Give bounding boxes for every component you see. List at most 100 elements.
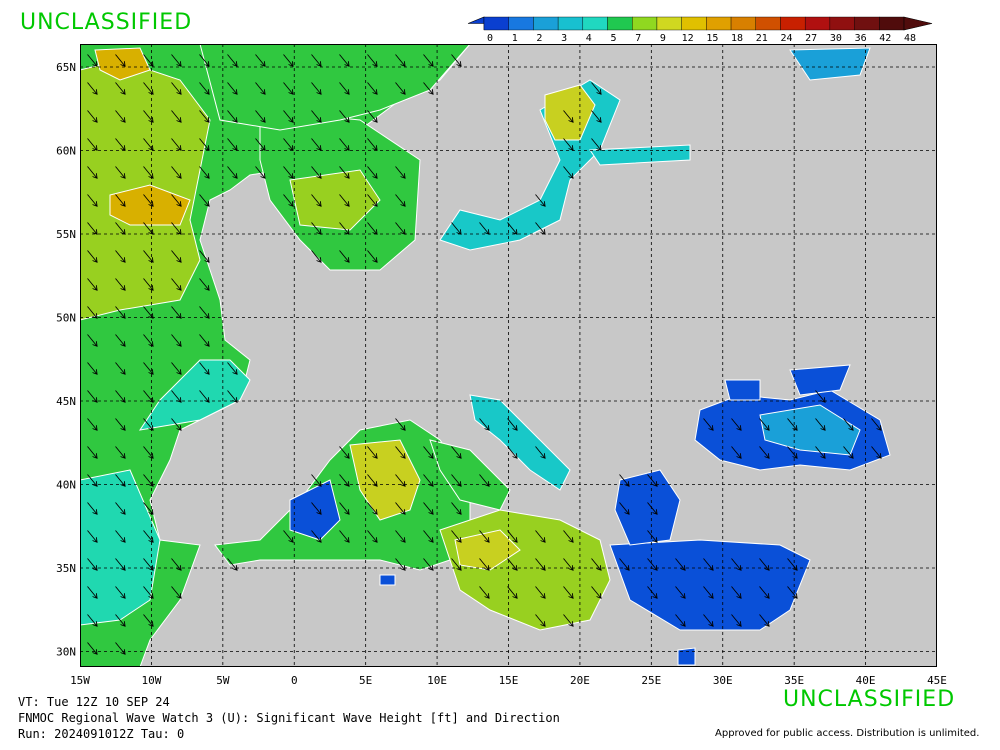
classification-banner-bottom: UNCLASSIFIED bbox=[783, 687, 956, 712]
atlantic-south-zone bbox=[80, 469, 161, 626]
wave-direction-arrow bbox=[367, 138, 377, 150]
wave-direction-arrow bbox=[143, 362, 153, 374]
wave-direction-arrow bbox=[367, 194, 377, 206]
wave-direction-arrow bbox=[367, 474, 377, 486]
wave-direction-arrow bbox=[115, 250, 125, 262]
valid-time-label: VT: Tue 12Z 10 SEP 24 bbox=[18, 695, 170, 709]
wave-direction-arrow bbox=[339, 138, 349, 150]
wave-direction-arrow bbox=[311, 250, 321, 262]
wave-direction-arrow bbox=[171, 278, 181, 290]
mediterranean-west-low bbox=[289, 479, 341, 541]
mediterranean-west-high bbox=[349, 439, 421, 521]
wave-direction-arrow bbox=[199, 390, 209, 402]
colorbar-tick-label: 1 bbox=[512, 33, 518, 44]
wave-direction-arrow bbox=[395, 222, 405, 234]
wave-direction-arrow bbox=[199, 138, 209, 150]
colorbar-tick-label: 42 bbox=[879, 33, 891, 44]
wave-direction-arrow bbox=[143, 614, 153, 626]
wave-direction-arrow bbox=[115, 138, 125, 150]
wave-direction-arrow bbox=[115, 418, 125, 430]
longitude-label: 35E bbox=[784, 674, 804, 687]
map-frame bbox=[80, 44, 937, 667]
wave-direction-arrow bbox=[227, 110, 237, 122]
wave-direction-arrow bbox=[143, 502, 153, 514]
longitude-label: 10E bbox=[427, 674, 447, 687]
wave-direction-arrow bbox=[675, 558, 685, 570]
wave-direction-arrow bbox=[563, 586, 573, 598]
wave-direction-arrow bbox=[171, 194, 181, 206]
wave-direction-arrow bbox=[535, 222, 545, 234]
wave-direction-arrow bbox=[143, 446, 153, 458]
wave-direction-arrows bbox=[87, 54, 881, 654]
wave-direction-arrow bbox=[115, 222, 125, 234]
colorbar-tick-label: 12 bbox=[682, 33, 694, 44]
wave-direction-arrow bbox=[535, 614, 545, 626]
wave-direction-arrow bbox=[311, 222, 321, 234]
wave-direction-arrow bbox=[451, 222, 461, 234]
wave-direction-arrow bbox=[227, 558, 237, 570]
wave-direction-arrow bbox=[563, 166, 573, 178]
wave-direction-arrow bbox=[395, 54, 405, 66]
wave-direction-arrow bbox=[115, 586, 125, 598]
wave-direction-arrow bbox=[339, 166, 349, 178]
colorbar-tick-label: 7 bbox=[635, 33, 641, 44]
wave-direction-arrow bbox=[199, 362, 209, 374]
wave-direction-arrow bbox=[199, 54, 209, 66]
wave-direction-arrow bbox=[479, 530, 489, 542]
wave-direction-arrow bbox=[619, 474, 629, 486]
latitude-label: 50N bbox=[56, 312, 76, 325]
wave-direction-arrow bbox=[115, 166, 125, 178]
colorbar-tick-label: 15 bbox=[706, 33, 718, 44]
latitude-label: 55N bbox=[56, 228, 76, 241]
wave-direction-arrow bbox=[283, 166, 293, 178]
wave-direction-arrow bbox=[591, 138, 601, 150]
wave-direction-arrow bbox=[115, 474, 125, 486]
wave-direction-arrow bbox=[647, 502, 657, 514]
distribution-statement: Approved for public access. Distribution… bbox=[715, 728, 980, 739]
wave-direction-arrow bbox=[815, 446, 825, 458]
wave-direction-arrow bbox=[507, 222, 517, 234]
wave-direction-arrow bbox=[143, 586, 153, 598]
wave-direction-arrow bbox=[115, 558, 125, 570]
wave-direction-arrow bbox=[479, 222, 489, 234]
wave-direction-arrow bbox=[395, 474, 405, 486]
wave-direction-arrow bbox=[451, 502, 461, 514]
wave-direction-arrow bbox=[535, 586, 545, 598]
wave-direction-arrow bbox=[115, 334, 125, 346]
wave-direction-arrow bbox=[703, 614, 713, 626]
longitude-label: 30E bbox=[713, 674, 733, 687]
wave-direction-arrow bbox=[311, 54, 321, 66]
wave-direction-arrow bbox=[423, 474, 433, 486]
wave-direction-arrow bbox=[843, 418, 853, 430]
wave-direction-arrow bbox=[115, 82, 125, 94]
longitude-label: 15W bbox=[70, 674, 90, 687]
wave-direction-arrow bbox=[171, 138, 181, 150]
wave-direction-arrow bbox=[199, 278, 209, 290]
wave-direction-arrow bbox=[647, 530, 657, 542]
longitude-label: 20E bbox=[570, 674, 590, 687]
wave-direction-arrow bbox=[171, 110, 181, 122]
wave-direction-arrow bbox=[339, 194, 349, 206]
wave-direction-arrow bbox=[507, 446, 517, 458]
wave-direction-arrow bbox=[367, 530, 377, 542]
wave-direction-arrow bbox=[647, 474, 657, 486]
white-sea bbox=[789, 47, 871, 81]
wave-direction-arrow bbox=[703, 418, 713, 430]
wave-direction-arrow bbox=[87, 418, 97, 430]
wave-direction-arrow bbox=[395, 502, 405, 514]
wave-direction-arrow bbox=[423, 502, 433, 514]
wave-direction-arrow bbox=[423, 82, 433, 94]
wave-direction-arrow bbox=[171, 362, 181, 374]
wave-direction-arrow bbox=[535, 558, 545, 570]
colorbar-tick-label: 2 bbox=[536, 33, 542, 44]
wave-direction-arrow bbox=[87, 474, 97, 486]
wave-direction-arrow bbox=[283, 54, 293, 66]
classification-banner-top: UNCLASSIFIED bbox=[20, 10, 193, 35]
wave-direction-arrow bbox=[143, 54, 153, 66]
wave-direction-arrow bbox=[451, 558, 461, 570]
wave-direction-arrow bbox=[87, 334, 97, 346]
wave-direction-arrow bbox=[367, 446, 377, 458]
wave-direction-arrow bbox=[115, 390, 125, 402]
wave-direction-arrow bbox=[143, 474, 153, 486]
wave-direction-arrow bbox=[143, 166, 153, 178]
